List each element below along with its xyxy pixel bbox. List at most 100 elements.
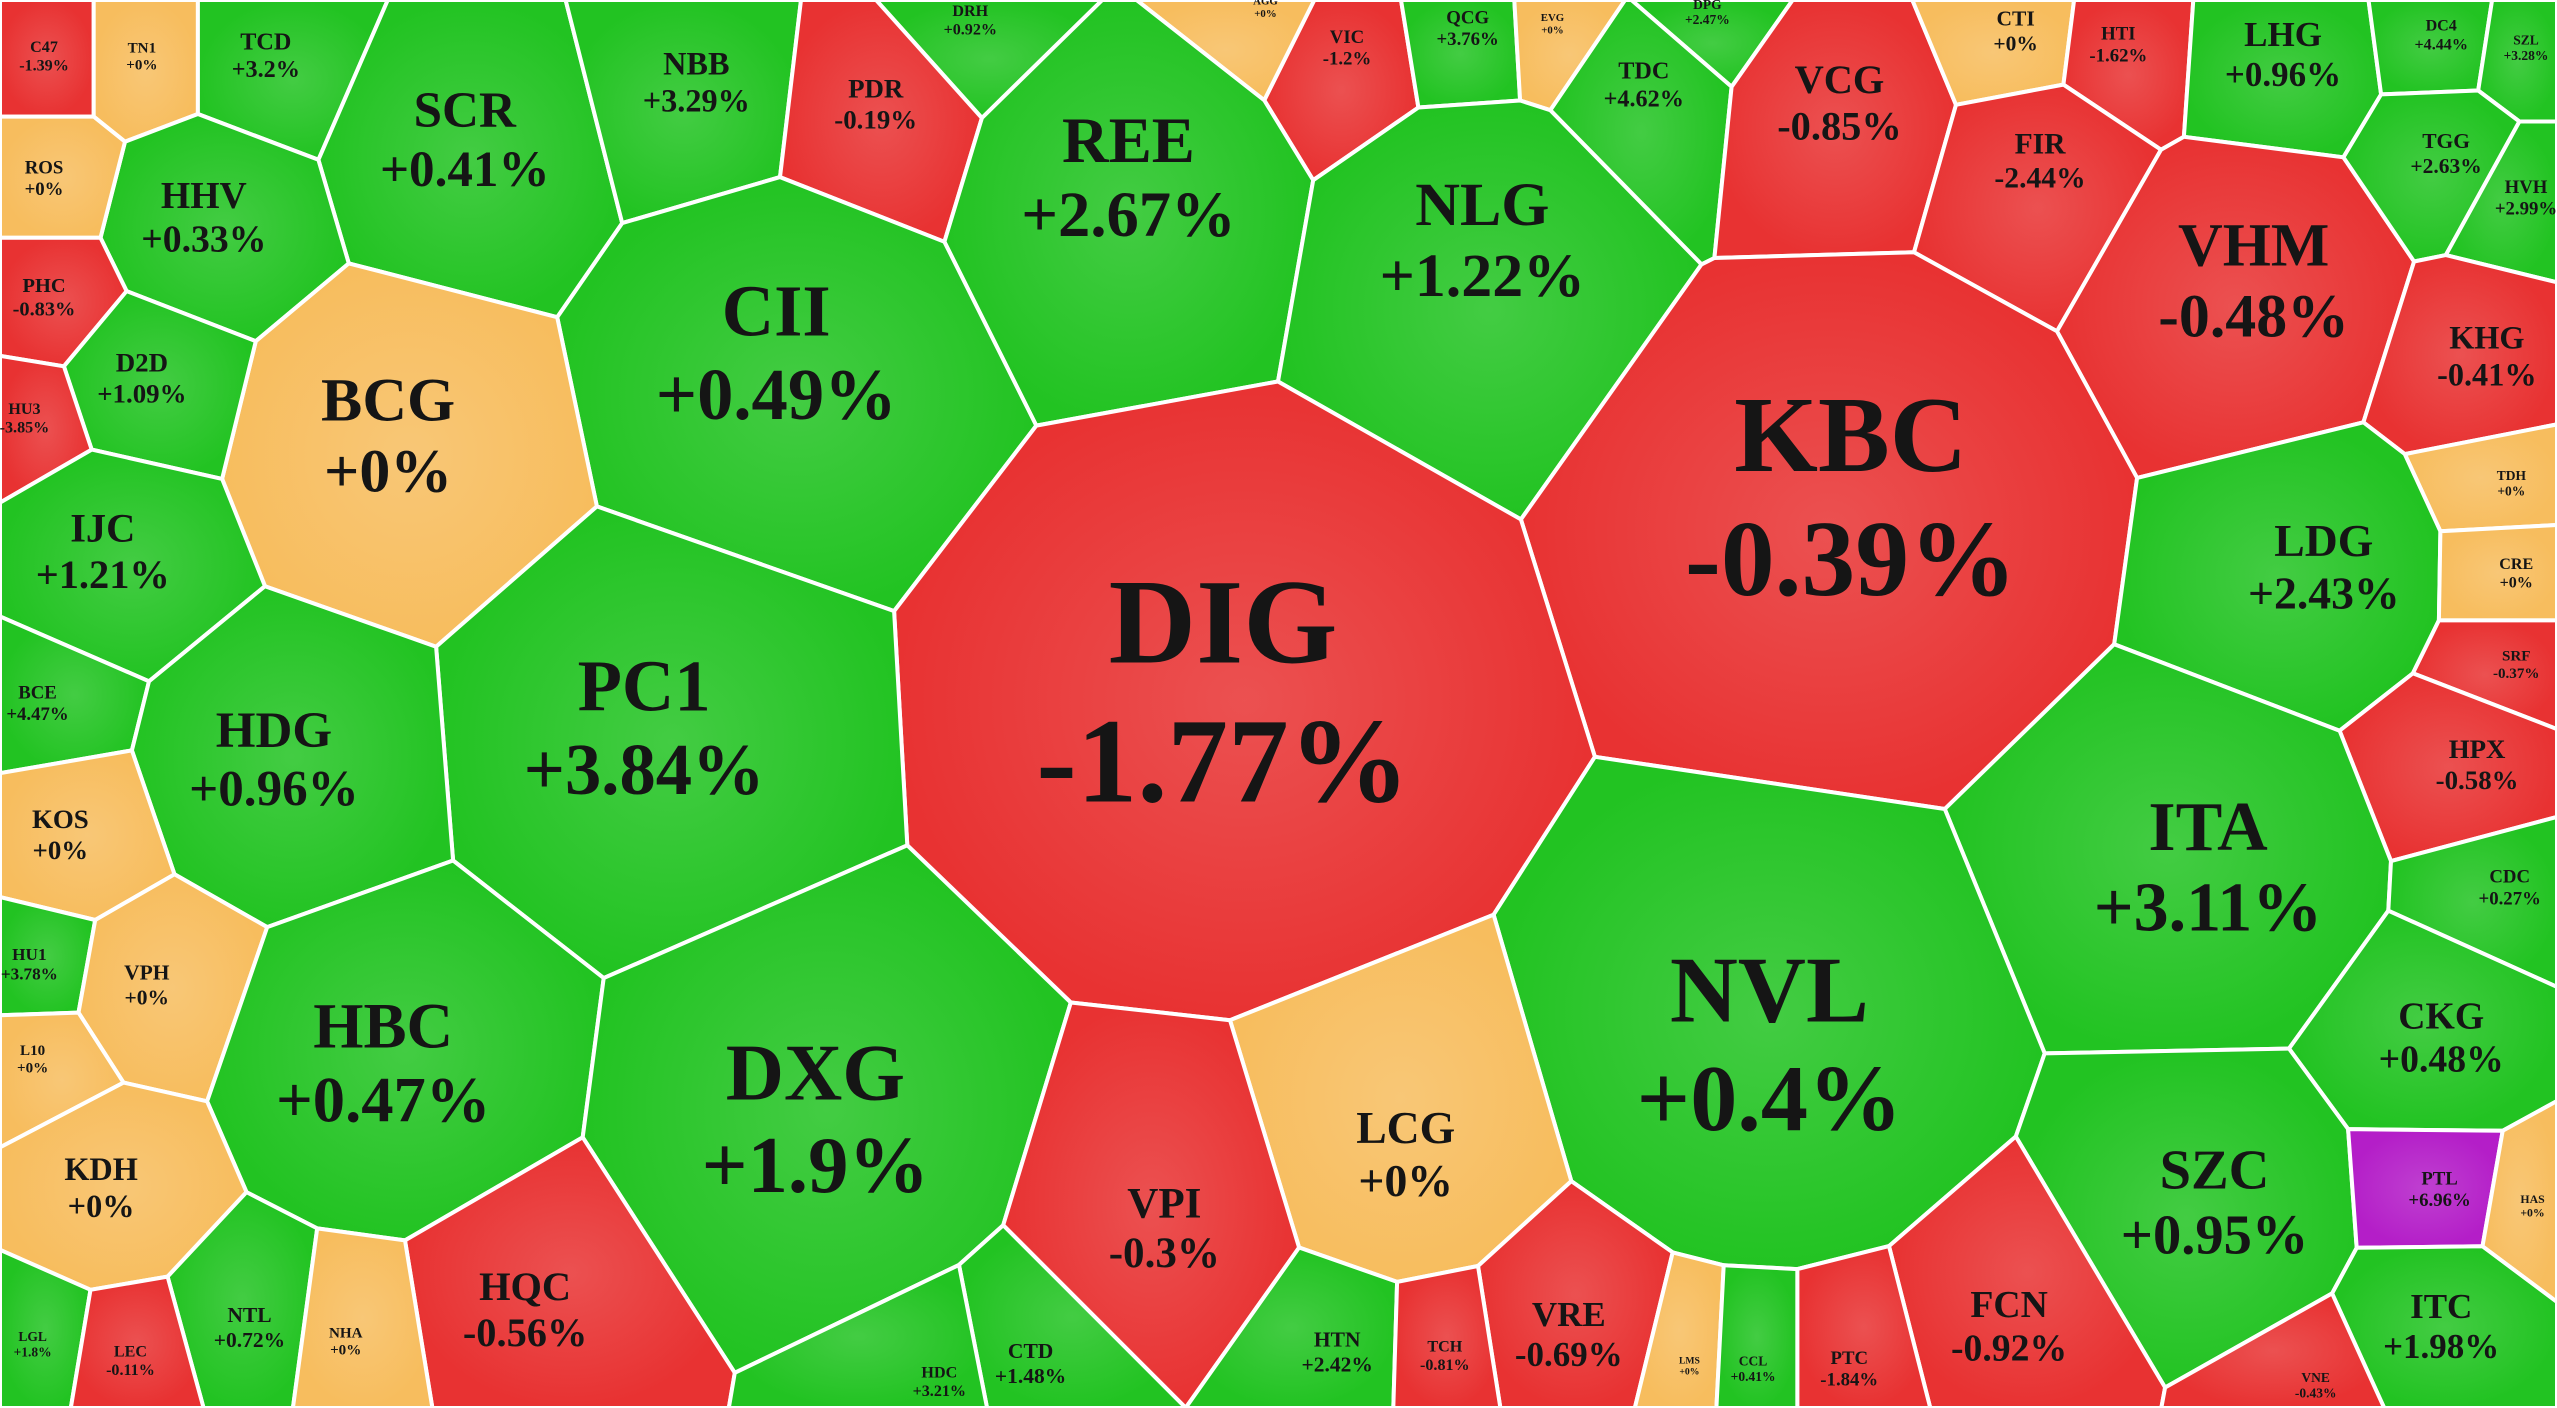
change-label: -0.58% (2436, 765, 2519, 795)
ticker-label: NBB (663, 45, 729, 81)
ticker-label: VPH (124, 961, 170, 985)
change-label: +0% (33, 835, 89, 865)
stock-cell (1795, 1244, 1933, 1408)
change-label: +0.47% (276, 1064, 490, 1136)
ticker-label: VRE (1532, 1295, 1606, 1334)
ticker-label: SCR (414, 82, 517, 139)
ticker-label: KHG (2449, 319, 2524, 355)
ticker-label: IJC (70, 506, 135, 551)
change-label: +4.62% (1604, 86, 1684, 113)
ticker-label: REE (1062, 104, 1195, 176)
change-label: +3.28% (2504, 48, 2549, 63)
ticker-label: D2D (116, 347, 168, 377)
change-label: +0.48% (2379, 1039, 2504, 1081)
ticker-label: TCD (240, 28, 291, 55)
change-label: -0.39% (1685, 500, 2017, 619)
ticker-label: KOS (32, 804, 89, 834)
change-label: +3.11% (2094, 869, 2323, 946)
ticker-label: LHG (2244, 15, 2322, 54)
change-label: +0.96% (189, 761, 359, 818)
change-label: +4.47% (6, 704, 68, 725)
ticker-label: NHA (329, 1325, 363, 1341)
ticker-label: KBC (1734, 376, 1967, 495)
ticker-label: TGG (2422, 129, 2470, 153)
change-label: -0.19% (834, 104, 917, 134)
change-label: -0.81% (1420, 1357, 1470, 1374)
ticker-label: HTI (2101, 24, 2135, 45)
ticker-label: CTD (1008, 1339, 1053, 1363)
ticker-label: DIG (1109, 555, 1338, 689)
ticker-label: NLG (1415, 171, 1549, 239)
ticker-label: ROS (25, 157, 64, 178)
stock-cell (1391, 1264, 1503, 1408)
ticker-label: VIC (1330, 27, 1364, 48)
ticker-label: LEC (114, 1343, 147, 1360)
ticker-label: SRF (2502, 649, 2531, 665)
ticker-label: VPI (1127, 1180, 1201, 1227)
ticker-label: CRE (2499, 556, 2533, 573)
ticker-label: BCE (18, 682, 57, 703)
change-label: +3.29% (643, 83, 750, 119)
ticker-label: VHM (2178, 212, 2329, 280)
change-label: +0% (25, 179, 64, 200)
ticker-label: NTL (227, 1303, 271, 1327)
change-label: -0.37% (2493, 666, 2540, 682)
change-label: +0% (17, 1060, 48, 1076)
change-label: +3.84% (524, 729, 765, 810)
ticker-label: LMS (1679, 1355, 1700, 1366)
change-label: +0% (1679, 1367, 1699, 1378)
change-label: +1.21% (36, 552, 170, 597)
ticker-label: CTI (1996, 7, 2034, 31)
change-label: +0% (68, 1188, 135, 1224)
ticker-label: DXG (726, 1028, 905, 1117)
change-label: -0.11% (106, 1362, 155, 1379)
change-label: +0% (330, 1343, 361, 1359)
ticker-label: HAS (2520, 1192, 2545, 1206)
change-label: +2.67% (1021, 178, 1235, 250)
change-label: +6.96% (2408, 1190, 2470, 1211)
change-label: +0% (2497, 483, 2525, 498)
ticker-label: CDC (2489, 867, 2530, 888)
change-label: -3.85% (0, 419, 49, 436)
stock-cell (726, 1262, 990, 1408)
ticker-label: L10 (20, 1043, 45, 1059)
ticker-label: SZC (2160, 1140, 2270, 1202)
change-label: -1.2% (1323, 49, 1372, 70)
ticker-label: HVH (2505, 177, 2548, 198)
ticker-label: PHC (23, 275, 66, 297)
stock-cell (290, 1226, 435, 1408)
change-label: +2.43% (2248, 568, 2400, 619)
change-label: +2.42% (1302, 1352, 1373, 1376)
change-label: -2.44% (1994, 163, 2085, 195)
ticker-label: ITA (2148, 789, 2268, 866)
change-label: +1.98% (2383, 1327, 2499, 1366)
ticker-label: FIR (2015, 129, 2067, 161)
ticker-label: PTL (2421, 1168, 2458, 1189)
change-label: +4.44% (2414, 36, 2467, 53)
ticker-label: C47 (30, 39, 58, 56)
change-label: -0.85% (1777, 103, 1902, 148)
change-label: +1.9% (702, 1121, 930, 1210)
ticker-label: QCG (1446, 7, 1489, 28)
change-label: +1.8% (14, 1345, 52, 1360)
ticker-label: TDC (1618, 58, 1669, 85)
change-label: +0% (2520, 1206, 2544, 1220)
change-label: +0% (324, 438, 452, 506)
stock-cell (1714, 1263, 1800, 1408)
ticker-label: TCH (1427, 1339, 1462, 1356)
ticker-label: PC1 (578, 646, 711, 727)
ticker-label: HDG (216, 702, 332, 759)
change-label: +3.21% (913, 1383, 966, 1400)
ticker-label: AGG (1253, 0, 1278, 8)
change-label: +0% (1541, 24, 1563, 36)
change-label: +1.22% (1380, 242, 1585, 310)
change-label: +0.96% (2225, 55, 2341, 94)
change-label: +0% (1358, 1155, 1453, 1206)
change-label: -0.92% (1951, 1327, 2067, 1369)
ticker-label: DPG (1693, 0, 1722, 12)
change-label: -0.48% (2158, 283, 2349, 351)
change-label: +2.47% (1685, 12, 1730, 27)
ticker-label: PDR (848, 73, 904, 103)
ticker-label: LGL (18, 1329, 47, 1344)
